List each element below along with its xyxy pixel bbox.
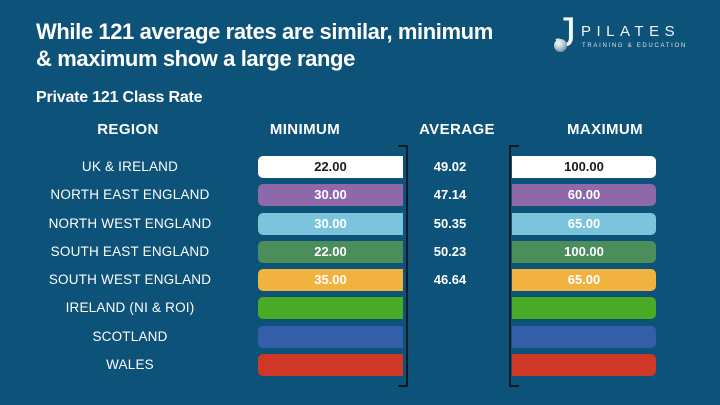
table-row: UK & IRELAND 22.00 49.02 100.00 — [0, 156, 720, 178]
column-header-region: REGION — [97, 121, 159, 138]
average-value — [405, 326, 495, 348]
maximum-bar — [512, 297, 656, 319]
table-row: IRELAND (NI & ROI) — [0, 297, 720, 319]
minimum-bar: 30.00 — [258, 213, 403, 235]
region-label: IRELAND (NI & ROI) — [65, 300, 195, 315]
region-label: UK & IRELAND — [81, 159, 179, 174]
maximum-column-bracket — [509, 145, 519, 387]
table-row: SOUTH EAST ENGLAND 22.00 50.23 100.00 — [0, 241, 720, 263]
average-value: 50.35 — [433, 216, 467, 231]
minimum-bar — [258, 326, 403, 348]
region-label: SOUTH EAST ENGLAND — [50, 244, 210, 259]
maximum-bar: 100.00 — [512, 156, 656, 178]
maximum-bar: 100.00 — [512, 241, 656, 263]
average-value — [405, 354, 495, 376]
region-label: SOUTH WEST ENGLAND — [48, 272, 212, 287]
average-value: 49.02 — [433, 159, 467, 174]
column-header-minimum: MINIMUM — [269, 121, 341, 138]
logo-tagline: TRAINING & EDUCATION — [582, 43, 687, 49]
logo-brand-name: PILATES — [581, 23, 681, 40]
maximum-bar — [512, 326, 656, 348]
title-line-2: & maximum show a large range — [36, 46, 355, 71]
title-line-1: While 121 average rates are similar, min… — [36, 19, 493, 44]
column-header-maximum: MAXIMUM — [566, 121, 644, 138]
region-label: SCOTLAND — [92, 329, 168, 344]
average-value: 47.14 — [433, 187, 467, 202]
region-label: NORTH WEST ENGLAND — [48, 216, 212, 231]
column-header-average: AVERAGE — [419, 121, 495, 138]
maximum-bar: 65.00 — [512, 213, 656, 235]
maximum-bar: 65.00 — [512, 269, 656, 291]
minimum-bar: 35.00 — [258, 269, 403, 291]
slide-subtitle: Private 121 Class Rate — [36, 89, 203, 106]
region-label: WALES — [106, 357, 154, 372]
logo-sphere-icon — [554, 39, 567, 52]
average-value: 46.64 — [433, 272, 467, 287]
average-value: 50.23 — [433, 244, 467, 259]
table-row: NORTH WEST ENGLAND 30.00 50.35 65.00 — [0, 213, 720, 235]
minimum-bar: 22.00 — [258, 241, 403, 263]
minimum-column-bracket — [398, 145, 408, 387]
table-row: WALES — [0, 354, 720, 376]
pilates-logo: J PILATES TRAINING & EDUCATION — [553, 11, 713, 68]
maximum-bar — [512, 354, 656, 376]
table-row: NORTH EAST ENGLAND 30.00 47.14 60.00 — [0, 184, 720, 206]
maximum-bar: 60.00 — [512, 184, 656, 206]
minimum-bar — [258, 354, 403, 376]
average-value — [405, 297, 495, 319]
minimum-bar: 22.00 — [258, 156, 403, 178]
table-row: SOUTH WEST ENGLAND 35.00 46.64 65.00 — [0, 269, 720, 291]
table-row: SCOTLAND — [0, 326, 720, 348]
minimum-bar: 30.00 — [258, 184, 403, 206]
slide-title: While 121 average rates are similar, min… — [36, 18, 493, 72]
minimum-bar — [258, 297, 403, 319]
region-label: NORTH EAST ENGLAND — [50, 187, 210, 202]
